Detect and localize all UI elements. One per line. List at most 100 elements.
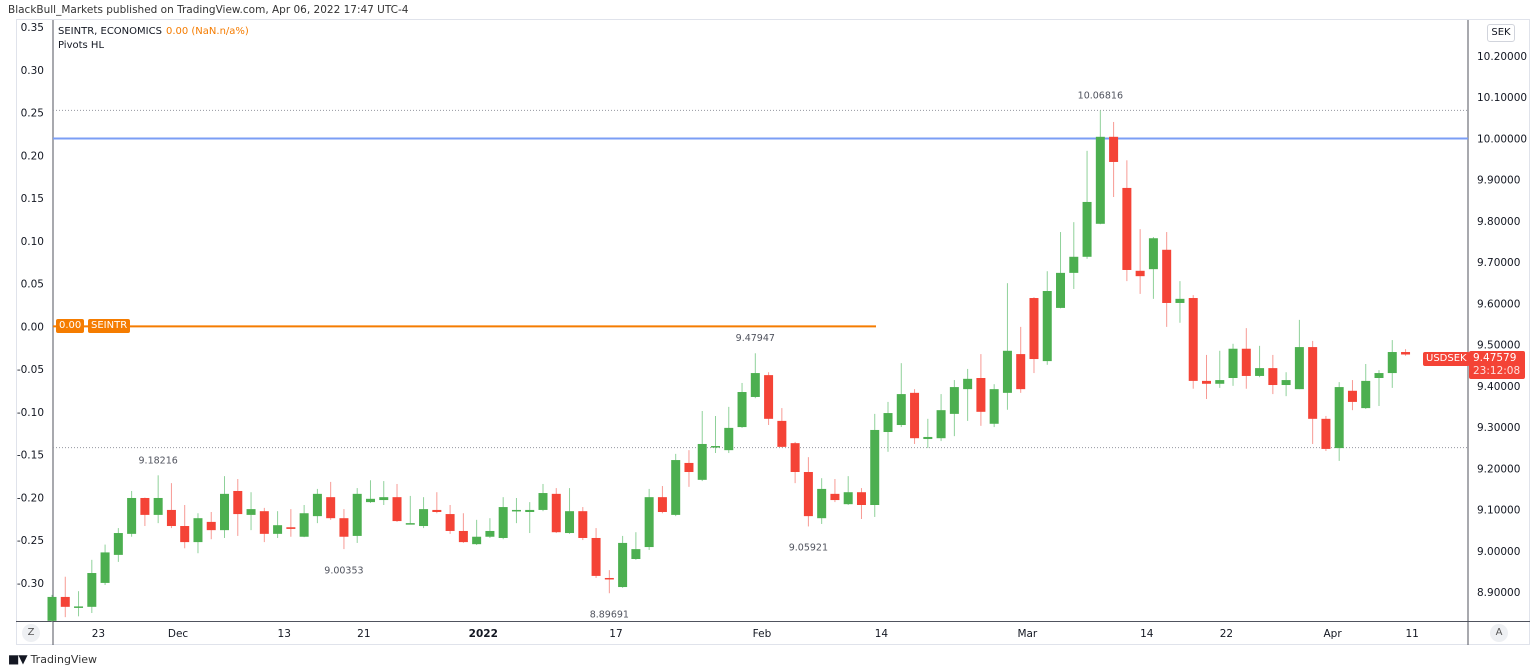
candle — [671, 453, 681, 517]
candle-body — [724, 427, 734, 451]
currency-button[interactable]: SEK — [1487, 24, 1515, 42]
legend-indicator[interactable]: Pivots HL — [58, 40, 105, 51]
candle — [206, 512, 216, 540]
candle-body — [963, 378, 973, 390]
candle-body — [1374, 373, 1384, 379]
candle — [113, 528, 123, 562]
published-caption: BlackBull_Markets published on TradingVi… — [8, 4, 409, 16]
candle-body — [1334, 387, 1344, 449]
candle-body — [1294, 347, 1304, 390]
candle — [1268, 354, 1278, 395]
candle-body — [737, 392, 747, 428]
candle — [777, 408, 787, 448]
candle — [1082, 150, 1092, 259]
zoom-button[interactable]: Z — [22, 624, 40, 642]
candle — [1308, 340, 1318, 444]
candle — [1215, 350, 1225, 388]
candle-body — [750, 373, 760, 397]
candle-body — [1122, 187, 1132, 270]
candle-body — [856, 492, 866, 505]
time-axis-tick: 14 — [875, 628, 889, 640]
time-axis-tick: 17 — [609, 628, 622, 640]
candle-body — [1347, 390, 1357, 402]
candle-body — [1188, 298, 1198, 381]
candle-body — [445, 514, 455, 531]
candle — [405, 495, 415, 525]
footer: ■▼ TradingView — [8, 652, 97, 666]
right-axis-tick: 10.00000 — [1477, 133, 1527, 145]
candle — [963, 368, 973, 421]
candle — [233, 479, 243, 536]
candle — [803, 457, 813, 527]
candle-body — [764, 375, 774, 419]
candle — [74, 591, 84, 617]
candle-body — [803, 472, 813, 517]
candle-body — [989, 389, 999, 424]
left-axis-tick: 0.25 — [21, 108, 44, 120]
candle — [910, 389, 920, 444]
pivot-label: 8.89691 — [590, 609, 629, 620]
candle — [1175, 281, 1185, 323]
candle-body — [1281, 380, 1291, 386]
pivot-label: 10.06816 — [1078, 90, 1123, 101]
candle-body — [432, 509, 442, 513]
candle — [1016, 326, 1026, 393]
candle-body — [1401, 352, 1411, 355]
candle — [631, 532, 641, 560]
pivot-label: 9.18216 — [139, 456, 178, 467]
right-axis-tick: 8.90000 — [1477, 587, 1520, 599]
candle — [817, 478, 827, 524]
time-axis-tick: 14 — [1140, 628, 1154, 640]
auto-scale-button[interactable]: A — [1490, 624, 1508, 642]
candle-body — [180, 526, 190, 543]
candle-body — [1387, 352, 1397, 374]
candle — [326, 481, 336, 520]
candle — [352, 488, 362, 543]
left-axis-tick: 0.35 — [21, 22, 44, 34]
pivot-label: 9.47947 — [736, 333, 775, 344]
candle — [565, 488, 575, 534]
candle-body — [1095, 136, 1105, 224]
candle — [273, 511, 283, 538]
candle — [764, 372, 774, 426]
candle — [365, 480, 375, 503]
candle-body — [299, 513, 309, 537]
candle-body — [458, 530, 468, 543]
right-axis-tick: 10.10000 — [1477, 92, 1527, 104]
chart-legend: SEINTR, ECONOMICS 0.00 (NaN.n/a%) Pivots … — [58, 25, 249, 53]
candle — [1122, 160, 1132, 282]
candle — [1042, 271, 1052, 365]
candle-body — [392, 497, 402, 522]
candle-body — [233, 490, 243, 515]
candle-body — [405, 523, 415, 525]
candle — [976, 354, 986, 426]
candle — [1162, 232, 1172, 327]
time-axis-tick: 13 — [278, 628, 291, 640]
candle-body — [1056, 272, 1066, 308]
candle-body — [949, 387, 959, 414]
candle — [1255, 345, 1265, 378]
candle — [644, 488, 654, 550]
tradingview-logo-icon: ■▼ — [8, 652, 28, 666]
candle — [472, 519, 482, 545]
candle-body — [1042, 291, 1052, 362]
candle — [724, 406, 734, 454]
candle — [923, 418, 933, 449]
candle-body — [1082, 201, 1092, 257]
candle-body — [618, 542, 628, 588]
candle-body — [246, 509, 256, 515]
candle — [989, 384, 999, 428]
candle-body — [591, 537, 601, 576]
candle — [1294, 319, 1304, 390]
candle-body — [286, 527, 296, 529]
footer-brand[interactable]: TradingView — [30, 652, 98, 666]
candle-body — [193, 518, 203, 543]
candle — [193, 513, 203, 554]
candle — [1135, 229, 1145, 294]
candle — [445, 504, 455, 534]
candle-body — [538, 493, 548, 510]
candle-body — [883, 413, 893, 433]
candle — [432, 492, 442, 514]
time-axis-tick: 11 — [1405, 628, 1418, 640]
